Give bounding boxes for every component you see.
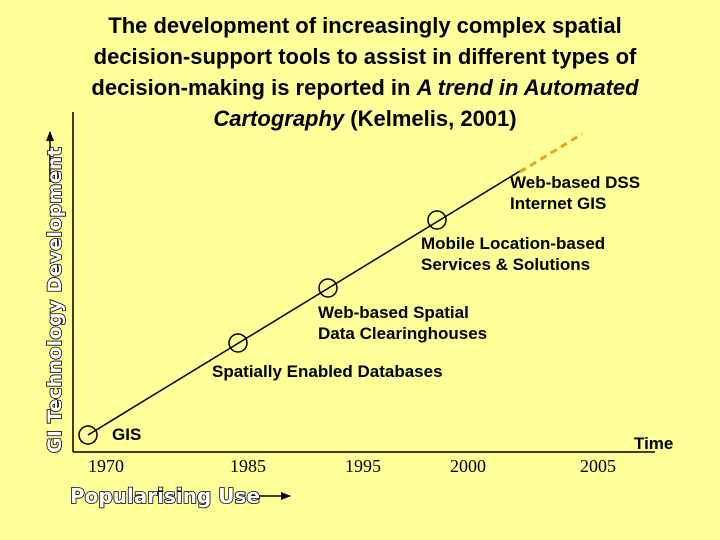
milestone-marker-gis (78, 425, 98, 445)
title-line-3: decision-making is reported in A trend i… (40, 72, 690, 103)
title-line-1: The development of increasingly complex … (108, 13, 622, 38)
future-trend-dashed-line (519, 132, 583, 174)
milestone-label-dss: Web-based DSS Internet GIS (510, 172, 640, 214)
trend-line (87, 167, 526, 436)
milestone-label-spatial-db: Spatially Enabled Databases (212, 362, 443, 381)
title-line-4-text: (Kelmelis, 2001) (344, 106, 517, 131)
year-label-2005: 2005 (580, 456, 616, 476)
milestone-label-mobile: Mobile Location-based Services & Solutio… (421, 233, 605, 275)
milestone-label-clearinghouse-line-2: Data Clearinghouses (318, 324, 488, 343)
milestone-label-gis: GIS (112, 425, 142, 444)
year-label-1995: 1995 (345, 456, 381, 476)
milestone-label-dss-line-1: Web-based DSS (510, 173, 641, 192)
milestone-marker-clearinghouse (318, 278, 338, 298)
milestone-label-clearinghouse-line-1: Web-based Spatial (318, 303, 469, 322)
slide-title: The development of increasingly complex … (40, 10, 690, 134)
title-line-3-italic: A trend in Automated (416, 75, 639, 100)
milestone-label-dss-line-2: Internet GIS (510, 194, 607, 213)
title-line-3-text: decision-making is reported in (91, 75, 417, 100)
time-label: Time (634, 434, 674, 453)
x-axis-label: Popularising Use (69, 483, 261, 509)
year-label-2000: 2000 (450, 456, 486, 476)
title-line-2: decision-support tools to assist in diff… (93, 44, 637, 69)
y-axis-label: GI Technology Development (43, 146, 67, 454)
milestone-marker-spatial-db (228, 333, 248, 353)
year-label-1970: 1970 (88, 456, 124, 476)
milestone-label-mobile-line-1: Mobile Location-based (421, 234, 606, 253)
milestone-marker-mobile (427, 210, 447, 230)
milestone-label-mobile-line-2: Services & Solutions (421, 255, 591, 274)
title-line-4: Cartography (Kelmelis, 2001) (40, 103, 690, 134)
title-line-4-italic: Cartography (213, 106, 345, 131)
milestone-label-clearinghouse: Web-based Spatial Data Clearinghouses (318, 302, 487, 344)
year-label-1985: 1985 (230, 456, 266, 476)
